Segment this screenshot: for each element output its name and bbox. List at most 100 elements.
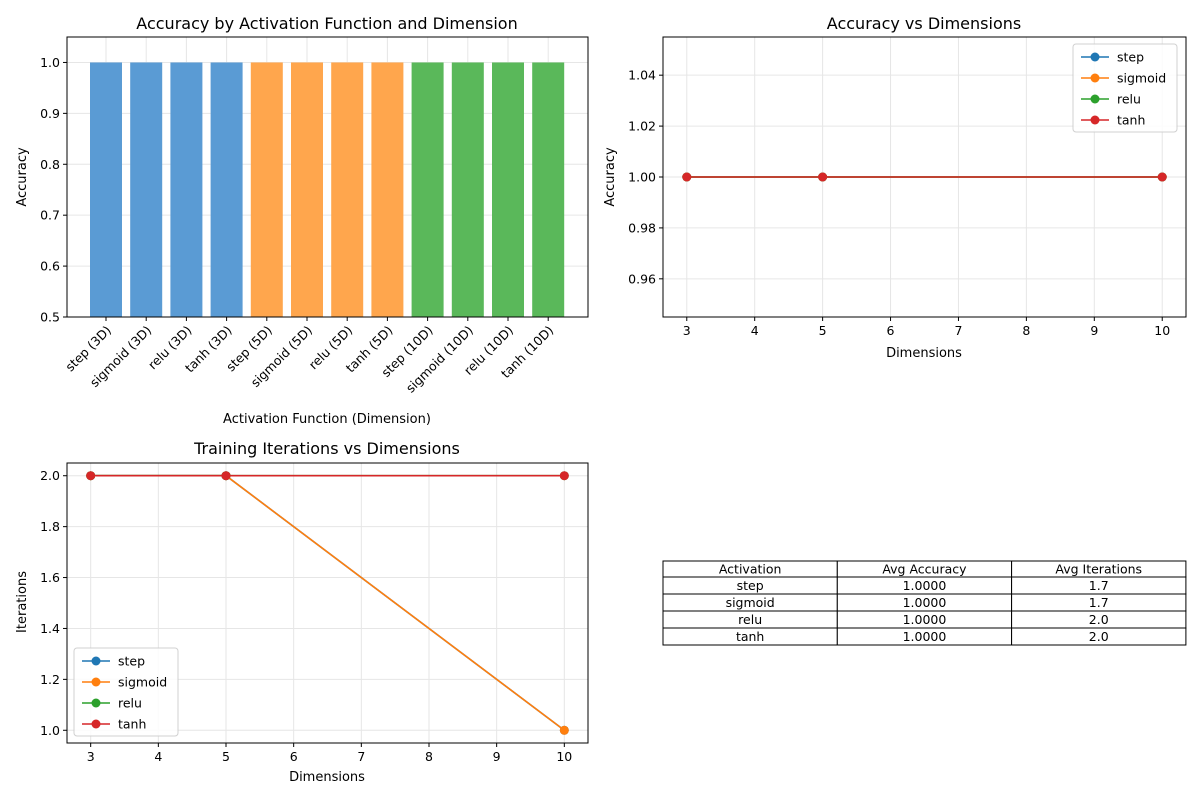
x-axis-label: Dimensions [886,346,962,361]
legend-label: sigmoid [1117,71,1166,86]
table-cell-text: 2.0 [1089,629,1109,644]
x-tick-label: 3 [87,749,95,764]
y-axis-label: Accuracy [603,147,618,207]
table-header-text: Avg Accuracy [882,562,967,577]
iterations-line-chart: Training Iterations vs Dimensions Dimens… [15,439,589,785]
x-tick-label: 8 [425,749,433,764]
x-tick-label: 6 [290,749,298,764]
table-cell-text: 1.0000 [903,578,947,593]
data-point [221,471,231,481]
x-tick-label: 9 [493,749,501,764]
legend-marker [91,677,101,687]
legend: step sigmoid relu tanh [73,647,179,737]
x-tick-label: 5 [819,323,827,338]
legend-label: tanh [118,717,146,732]
legend-marker [1090,52,1100,62]
bar [411,62,444,317]
y-tick-label: 1.4 [40,621,60,636]
data-point [682,172,692,182]
legend-marker [91,719,101,729]
legend-box [1072,43,1178,133]
summary-table: Activation Avg Accuracy Avg Iterations step… [662,560,1187,646]
bar [371,62,404,317]
table-cell-text: 1.7 [1089,595,1109,610]
bar [90,62,122,317]
legend-box [73,647,179,737]
bar [250,62,283,317]
y-tick-label: 0.8 [40,157,60,172]
table-cell-text: tanh [736,629,764,644]
y-axis-label: Accuracy [15,147,30,207]
accuracy-line-chart: Accuracy vs Dimensions Dimensions Accura… [603,14,1187,361]
table-header-text: Activation [719,562,782,577]
table-cell [1011,627,1187,646]
y-tick-label: 1.04 [628,68,656,83]
table-cell-text: 1.7 [1089,578,1109,593]
y-tick-label: 2.0 [40,468,60,483]
legend-label: relu [118,696,142,711]
y-tick-label: 0.98 [628,220,656,235]
x-tick-label: 10 [556,749,572,764]
x-tick-label: 5 [222,749,230,764]
legend-label: sigmoid [118,675,167,690]
y-tick-label: 1.8 [40,519,60,534]
legend-marker [1090,94,1100,104]
data-point [818,172,828,182]
x-tick-label: 7 [357,749,365,764]
legend-label: step [118,654,145,669]
legend-marker [1090,73,1100,83]
bar [210,62,243,317]
bar [451,62,484,317]
x-tick-label: 6 [887,323,895,338]
table-header-text: Avg Iterations [1055,562,1142,577]
y-tick-label: 1.6 [40,570,60,585]
bar [291,62,323,317]
y-tick-label: 1.0 [40,723,60,738]
table-cell-text: 1.0000 [903,629,947,644]
data-point [86,471,96,481]
x-axis-label: Dimensions [289,770,365,785]
data-point [559,725,569,735]
table-cell-text: 1.0000 [903,595,947,610]
x-tick-label: 9 [1090,323,1098,338]
legend-label: tanh [1117,113,1145,128]
chart-title: Accuracy vs Dimensions [827,14,1021,33]
chart-title: Accuracy by Activation Function and Dime… [136,14,517,33]
x-tick-label: 10 [1154,323,1170,338]
x-tick-label: 3 [683,323,691,338]
table-cell-text: step [737,578,764,593]
bar [130,62,163,317]
y-tick-label: 1.00 [628,170,656,185]
table-cell-text: 1.0000 [903,612,947,627]
table-cell-text: 2.0 [1089,612,1109,627]
x-tick-label: 7 [954,323,962,338]
y-axis-label: Iterations [15,571,30,633]
chart-title: Training Iterations vs Dimensions [193,439,460,458]
bar [532,62,565,317]
y-tick-label: 1.0 [40,55,60,70]
y-tick-label: 1.2 [40,672,60,687]
y-tick-label: 0.7 [40,208,60,223]
bar [331,62,364,317]
x-tick-label: 4 [751,323,759,338]
y-tick-label: 0.9 [40,106,60,121]
y-tick-label: 0.5 [40,310,60,325]
data-point [559,471,569,481]
legend: step sigmoid relu tanh [1072,43,1178,133]
plot-frame [66,462,589,744]
x-tick-label: 4 [154,749,162,764]
legend-marker [91,656,101,666]
accuracy-bar-chart: Accuracy by Activation Function and Dime… [15,14,589,427]
legend-marker [1090,115,1100,125]
table-cell-text: sigmoid [726,595,775,610]
table-cell-text: relu [738,612,762,627]
bar [170,62,203,317]
legend-label: relu [1117,92,1141,107]
y-tick-label: 0.6 [40,259,60,274]
y-tick-label: 1.02 [628,119,656,134]
bar [492,62,524,317]
data-point [1157,172,1167,182]
y-tick-label: 0.96 [628,271,656,286]
x-axis-label: Activation Function (Dimension) [223,412,431,427]
